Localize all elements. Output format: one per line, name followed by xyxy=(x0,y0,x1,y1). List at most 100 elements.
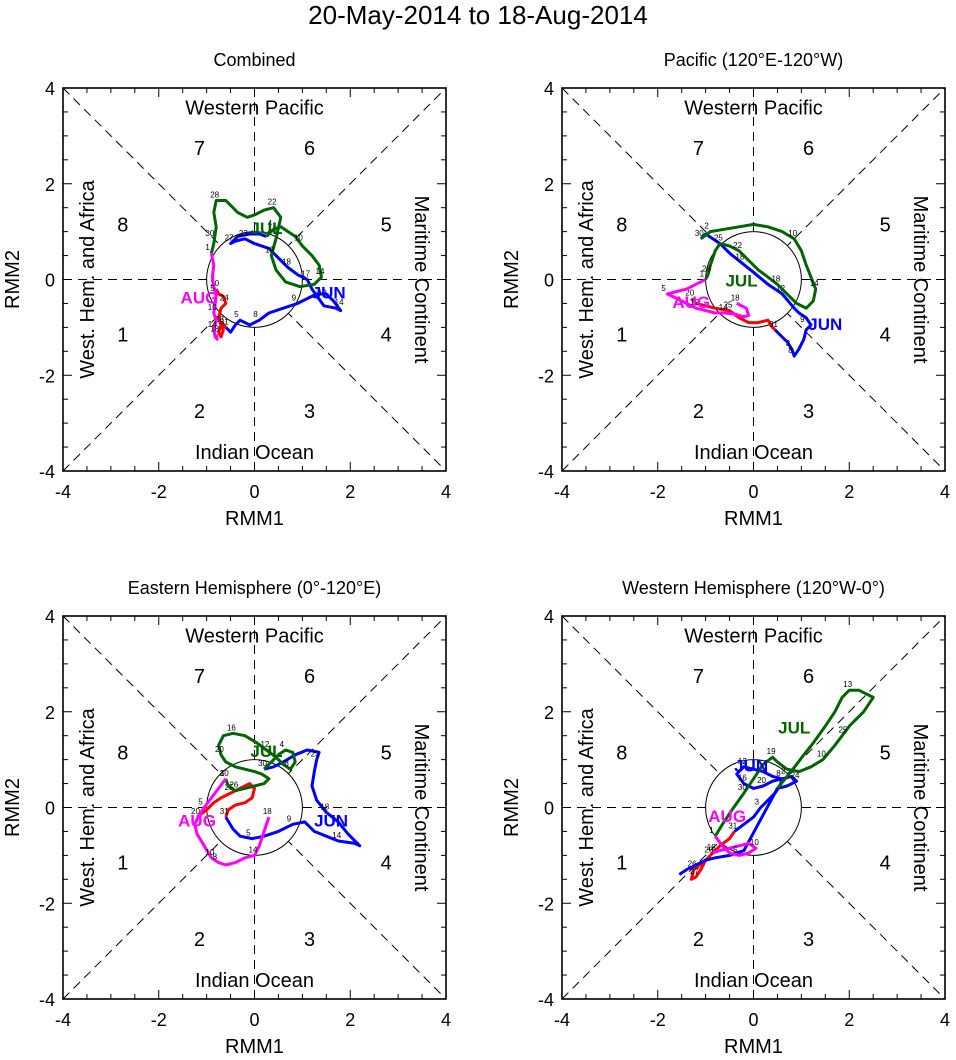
region-label-left: West. Hem. and Africa xyxy=(77,179,99,378)
phase-number-4: 4 xyxy=(381,325,392,347)
day-label: 14 xyxy=(335,298,344,307)
day-label: 20 xyxy=(210,279,219,288)
day-label: 10 xyxy=(205,848,214,857)
phase-number-2: 2 xyxy=(693,929,704,951)
y-tick-label: -2 xyxy=(538,894,554,914)
unit-circle xyxy=(206,231,303,328)
day-label: 20 xyxy=(215,745,224,754)
phase-number-6: 6 xyxy=(803,666,814,688)
day-label: 14 xyxy=(208,320,217,329)
x-tick-label: 0 xyxy=(249,482,259,502)
day-label: 1 xyxy=(709,826,714,835)
day-label: 9 xyxy=(292,293,297,302)
phase-number-7: 7 xyxy=(693,666,704,688)
day-label: 23 xyxy=(311,750,320,759)
y-tick-label: 2 xyxy=(45,175,55,195)
region-label-left: West. Hem. and Africa xyxy=(576,707,598,906)
phase-number-3: 3 xyxy=(803,401,814,423)
day-label: 2 xyxy=(704,222,709,231)
chart-panel-4: Western Hemisphere (120°W-0°) -4-4 -2 -2 0 0 2… xyxy=(501,578,950,1058)
day-label: 1 xyxy=(700,270,705,279)
day-label: 8 xyxy=(213,853,218,862)
x-tick-label: 0 xyxy=(748,1010,758,1030)
month-label-jun: JUN xyxy=(314,812,348,831)
day-label: 30 xyxy=(205,229,214,238)
day-label: 31 xyxy=(220,807,229,816)
x-tick-label: -4 xyxy=(55,1010,71,1030)
day-label: 25 xyxy=(838,726,847,735)
day-label: 19 xyxy=(767,747,776,756)
series-line-jul xyxy=(699,222,818,310)
day-label: 30 xyxy=(258,759,267,768)
day-label: 10 xyxy=(817,750,826,759)
phase-number-8: 8 xyxy=(616,742,627,764)
series-line-may xyxy=(214,288,228,339)
phase-number-2: 2 xyxy=(194,401,205,423)
month-label-aug: AUG xyxy=(178,812,216,831)
x-axis-label: RMM1 xyxy=(724,508,783,530)
phase-number-1: 1 xyxy=(117,853,128,875)
x-tick-label: 4 xyxy=(940,1010,950,1030)
y-tick-label: -4 xyxy=(39,462,55,482)
phase-number-6: 6 xyxy=(304,138,315,160)
series-line-jul xyxy=(713,688,875,837)
y-tick-label: 4 xyxy=(45,79,55,99)
phase-number-5: 5 xyxy=(880,214,891,236)
phase-number-4: 4 xyxy=(880,853,891,875)
x-tick-label: -4 xyxy=(554,1010,570,1030)
day-label: 16 xyxy=(227,723,236,732)
y-tick-label: 4 xyxy=(544,607,554,627)
phase-number-8: 8 xyxy=(616,214,627,236)
panel-title: Western Hemisphere (120°W-0°) xyxy=(622,578,885,598)
day-label: 2 xyxy=(781,766,786,775)
day-label: 31 xyxy=(728,821,737,830)
phase-number-2: 2 xyxy=(693,401,704,423)
region-label-bottom: Indian Ocean xyxy=(694,970,813,992)
day-label: 13 xyxy=(843,680,852,689)
region-label-right: Maritime Continent xyxy=(909,196,931,364)
day-label: 3 xyxy=(755,798,760,807)
phase-number-5: 5 xyxy=(381,214,392,236)
y-tick-label: 0 xyxy=(45,799,55,819)
day-label: 30 xyxy=(220,769,229,778)
region-label-bottom: Indian Ocean xyxy=(195,970,314,992)
x-tick-label: 2 xyxy=(844,482,854,502)
y-tick-label: 2 xyxy=(544,175,554,195)
series-line-jun xyxy=(678,765,799,876)
day-label: 25 xyxy=(724,301,733,310)
phase-number-3: 3 xyxy=(803,929,814,951)
day-label: 18 xyxy=(282,258,291,267)
region-label-left: West. Hem. and Africa xyxy=(77,707,99,906)
day-label: 12 xyxy=(318,289,327,298)
region-label-top: Western Pacific xyxy=(185,97,324,119)
phase-number-8: 8 xyxy=(117,214,128,236)
y-tick-label: 2 xyxy=(45,703,55,723)
phase-number-1: 1 xyxy=(616,853,627,875)
day-label: 5 xyxy=(234,310,239,319)
month-label-aug: AUG xyxy=(672,293,710,312)
day-label: 5 xyxy=(246,829,251,838)
phase-number-3: 3 xyxy=(304,401,315,423)
region-label-right: Maritime Continent xyxy=(909,724,931,892)
series-line-jun xyxy=(224,232,343,334)
day-label: 14 xyxy=(332,831,341,840)
region-label-bottom: Indian Ocean xyxy=(195,442,314,464)
day-label: 18 xyxy=(210,325,219,334)
day-label: 3 xyxy=(786,339,791,348)
day-label: 9 xyxy=(287,814,292,823)
series-line-aug xyxy=(665,278,751,319)
chart-panel-2: Pacific (120°E-120°W)-4-4-2-2002244RMM1R… xyxy=(501,50,950,530)
day-label: 26 xyxy=(688,860,697,869)
y-tick-label: -4 xyxy=(39,990,55,1010)
x-tick-label: 2 xyxy=(345,482,355,502)
series-line-may xyxy=(689,830,736,881)
x-tick-label: -4 xyxy=(554,482,570,502)
x-tick-label: 0 xyxy=(748,482,758,502)
x-tick-label: -2 xyxy=(151,482,167,502)
phase-number-1: 1 xyxy=(117,325,128,347)
x-tick-label: 4 xyxy=(441,1010,451,1030)
day-label: 28 xyxy=(702,265,711,274)
unit-circle xyxy=(705,759,802,856)
day-label: 30 xyxy=(695,229,704,238)
panel-title: Eastern Hemisphere (0°-120°E) xyxy=(128,578,382,598)
